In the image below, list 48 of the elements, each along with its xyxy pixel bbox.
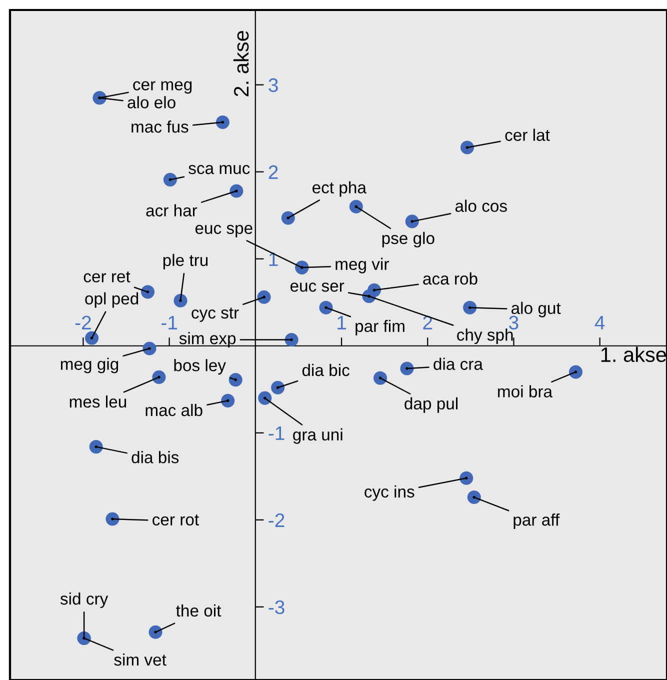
annotation: mes leu (70, 395, 126, 408)
annotation: mac alb (146, 404, 202, 416)
x-tick-label: 4 (594, 316, 605, 330)
annotation: cer meg (133, 81, 192, 94)
y-tick-label: 2 (268, 165, 278, 179)
annotation: cer ret (84, 271, 130, 282)
annotation: aca rob (423, 272, 478, 285)
x-axis-title: 1. akse (601, 346, 666, 362)
annotation: dia bis (132, 451, 179, 464)
annotation: cer rot (152, 514, 199, 526)
annotation: euc spe (195, 224, 252, 238)
annotation: sim vet (114, 653, 166, 666)
annotation: acr har (146, 204, 198, 216)
annotation: alo elo (128, 96, 176, 108)
x-tick-label: -1 (162, 316, 177, 330)
annotation: ple tru (163, 254, 208, 270)
annotation: ect pha (312, 181, 366, 197)
y-tick-label: -2 (268, 513, 284, 527)
annotation: par aff (514, 514, 560, 530)
x-tick-label: 1 (338, 316, 346, 330)
annotation: the oit (176, 604, 222, 617)
annotation: sim exp (179, 332, 236, 348)
annotation: chy sph (457, 328, 513, 344)
annotation: alo cos (455, 200, 507, 212)
annotation: cer lat (505, 128, 550, 141)
annotation: cyc str (192, 308, 239, 322)
annotation: bos ley (174, 359, 226, 375)
annotation: dia bic (302, 364, 350, 376)
annotation: sid cry (60, 592, 108, 608)
annotation: meg vir (336, 258, 389, 274)
annotation: opl ped (85, 292, 138, 308)
y-tick-label: -1 (268, 426, 284, 440)
y-axis-title: 2. akse (233, 31, 249, 96)
annotation: moi bra (498, 385, 553, 398)
annotation: meg gig (60, 358, 118, 374)
x-tick-label: 3 (509, 316, 518, 330)
y-tick-label: 3 (268, 78, 278, 92)
annotation: sca muc (188, 165, 250, 174)
y-tick-label: -3 (268, 600, 284, 614)
annotation: euc ser (290, 282, 344, 292)
annotation: dia cra (434, 358, 483, 370)
annotation: pse glo (382, 232, 434, 248)
annotation: par fim (356, 320, 404, 336)
annotation: cyc ins (364, 485, 414, 501)
annotation: dap pul (404, 397, 458, 413)
x-tick-label: -2 (75, 316, 91, 330)
annotation: gra uni (293, 428, 342, 444)
annotation: mac fus (132, 120, 188, 133)
